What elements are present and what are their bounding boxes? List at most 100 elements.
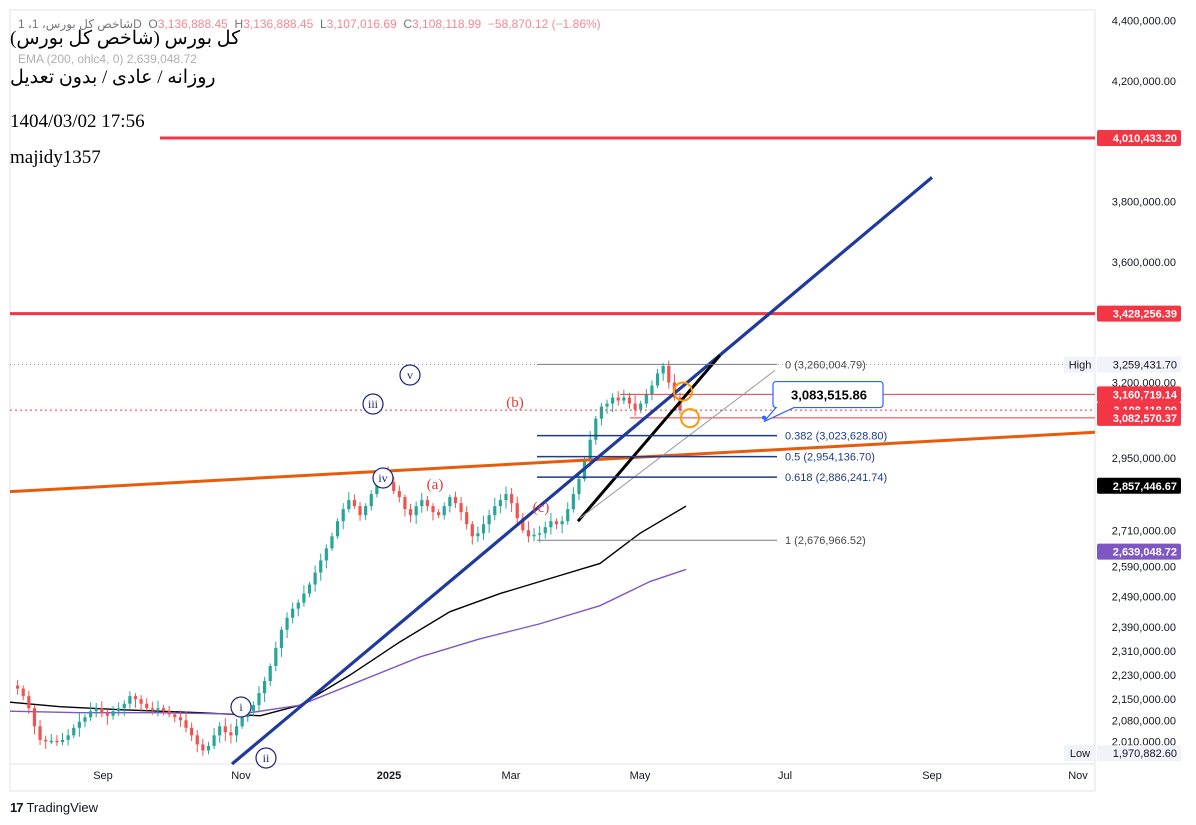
chart-title-overlay: کل بورس (شاخص کل بورس)	[10, 28, 241, 49]
candle-up	[83, 714, 87, 728]
candle-up	[599, 402, 604, 426]
candle-up	[218, 722, 222, 743]
candle-up	[324, 544, 328, 569]
open-label: O	[148, 17, 158, 31]
candle-down	[431, 503, 435, 521]
fib-label-0: 0 (3,260,004.79)	[785, 359, 866, 371]
black-trendline[interactable]	[576, 354, 722, 523]
tradingview-logo[interactable]: 17 TradingView	[10, 800, 98, 815]
chart-subtitle-overlay: روزانه / عادی / بدون تعدیل	[10, 67, 216, 88]
candle-down	[21, 685, 25, 701]
callout-text: 3,083,515.86	[791, 388, 867, 403]
candle-up	[622, 389, 626, 405]
svg-text:High: High	[1069, 360, 1092, 372]
price-axis-tick: 4,200,000.00	[1112, 76, 1176, 88]
candle-down	[437, 509, 441, 519]
price-badge: 2,639,048.72	[1097, 543, 1181, 560]
candle-up	[212, 728, 216, 750]
candle-up	[156, 700, 160, 717]
candle-up	[655, 368, 660, 389]
candle-up	[263, 676, 267, 702]
candle-down	[627, 392, 632, 409]
fib-label-1: 1 (2,676,966.52)	[785, 535, 866, 547]
candle-up	[285, 612, 289, 638]
candle-down	[667, 360, 671, 389]
fib-label-0.5: 0.5 (2,954,136.70)	[785, 452, 875, 464]
candle-up	[307, 581, 312, 598]
fib-label-0.618: 0.618 (2,886,241.74)	[785, 472, 887, 484]
candle-up	[532, 528, 536, 542]
candle-up	[72, 724, 76, 739]
price-axis-tick: 2,950,000.00	[1112, 453, 1176, 465]
candle-down	[195, 730, 199, 753]
candle-up	[274, 641, 278, 672]
candle-down	[459, 497, 463, 521]
candle-up	[543, 521, 547, 539]
candle-down	[100, 701, 104, 718]
candle-up	[476, 526, 480, 543]
price-axis-tick: 2,310,000.00	[1112, 646, 1176, 658]
orange-trendline[interactable]	[9, 430, 1096, 494]
candle-up	[296, 599, 300, 617]
high-label: High 3,259,431.70	[1064, 356, 1181, 373]
candle-down	[133, 693, 138, 708]
tradingview-logo-text: TradingView	[26, 800, 99, 815]
high-label: H	[234, 17, 244, 31]
candle-up	[577, 475, 581, 500]
candle-up	[493, 497, 497, 521]
price-axis-tick: 2,230,000.00	[1112, 670, 1176, 682]
price-axis-tick: 3,800,000.00	[1112, 197, 1176, 209]
time-axis-label: 2025	[377, 770, 401, 782]
candle-down	[184, 711, 188, 733]
candle-up	[206, 741, 211, 755]
candle-up	[644, 388, 648, 408]
candle-down	[465, 506, 469, 530]
candle-up	[566, 502, 570, 525]
price-axis-tick: 2,590,000.00	[1112, 561, 1176, 573]
candle-down	[554, 518, 559, 530]
svg-text:v: v	[407, 368, 413, 382]
candle-up	[549, 512, 553, 535]
wave-label: (c)	[533, 500, 550, 516]
candle-up	[420, 492, 424, 513]
time-axis-label: Mar	[502, 770, 521, 782]
candle-down	[229, 723, 233, 744]
candle-up	[611, 393, 615, 413]
candle-up	[88, 702, 93, 721]
candle-up	[313, 565, 317, 592]
candle-up	[364, 503, 368, 520]
tradingview-logo-icon: 17	[10, 800, 24, 815]
svg-text:2,639,048.72: 2,639,048.72	[1113, 547, 1177, 559]
candle-down	[173, 711, 177, 723]
svg-text:iii: iii	[368, 397, 379, 411]
close-label: C	[403, 17, 413, 31]
orange-circle-marker	[673, 381, 693, 402]
candle-down	[167, 705, 171, 718]
candle-down	[161, 704, 166, 716]
candle-up	[330, 532, 334, 552]
price-badge: 3,082,570.37	[1097, 409, 1181, 426]
fib-trend-line	[579, 370, 776, 519]
wave-label: ii	[255, 747, 277, 769]
plot-area[interactable]	[9, 9, 1096, 792]
change-value: −58,870.12 (−1.86%)	[487, 17, 601, 31]
candle-up	[487, 509, 491, 534]
candle-up	[302, 585, 306, 607]
wave-label: iii	[362, 393, 384, 415]
candle-down	[201, 738, 205, 756]
candle-up	[279, 626, 284, 657]
price-badge: 4,010,433.20	[1097, 130, 1181, 147]
price-axis-tick: 2,710,000.00	[1112, 525, 1176, 537]
candle-down	[352, 494, 357, 509]
price-callout[interactable]: 3,083,515.86	[762, 380, 884, 423]
time-axis-label: Nov	[1068, 770, 1088, 782]
blue-trendline[interactable]	[230, 176, 934, 766]
candle-up	[571, 487, 575, 513]
candle-up	[369, 490, 373, 511]
candle-down	[392, 476, 396, 495]
orange-circle-marker	[680, 408, 700, 429]
svg-text:3,259,431.70: 3,259,431.70	[1113, 360, 1177, 372]
candle-up	[49, 734, 53, 745]
ema-legend: EMA (200, ohlc4, 0) 2,639,048.72	[18, 52, 197, 66]
